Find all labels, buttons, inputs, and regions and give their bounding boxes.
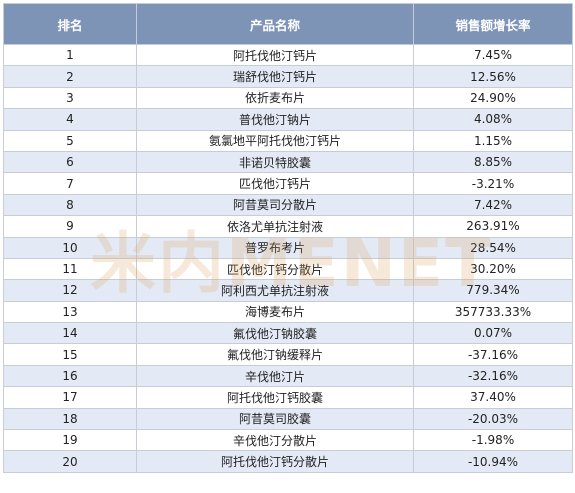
product-name-cell: 阿托伐他汀钙分散片 xyxy=(136,450,414,473)
rank-cell: 1 xyxy=(3,43,137,67)
growth-rate-cell: 37.40% xyxy=(413,386,573,409)
growth-rate-cell: -32.16% xyxy=(413,364,573,388)
product-name-cell: 匹伐他汀钙分散片 xyxy=(136,257,414,281)
rank-cell: 15 xyxy=(3,343,137,366)
sales-growth-table: 排名 产品名称 销售额增长率 1 阿托伐他汀钙片 7.45% 2 瑞舒伐他汀钙片 12.5… xyxy=(3,3,573,473)
product-name-cell: 阿利西尤单抗注射液 xyxy=(136,279,414,302)
product-name-cell: 氟伐他汀钠缓释片 xyxy=(136,343,414,366)
growth-rate-cell: 7.42% xyxy=(413,193,573,217)
growth-rate-cell: 7.45% xyxy=(413,43,573,67)
table-row: 17 阿托伐他汀钙胶囊 37.40% xyxy=(3,386,573,409)
product-name-cell: 阿托伐他汀钙片 xyxy=(136,43,414,67)
table-row: 4 普伐他汀钠片 4.08% xyxy=(3,108,573,131)
growth-rate-cell: 357733.33% xyxy=(413,300,573,324)
table-row: 1 阿托伐他汀钙片 7.45% xyxy=(3,43,573,67)
product-name-cell: 阿昔莫司胶囊 xyxy=(136,407,414,431)
product-name-cell: 辛伐他汀分散片 xyxy=(136,429,414,452)
product-name-cell: 普伐他汀钠片 xyxy=(136,108,414,131)
product-name-cell: 辛伐他汀片 xyxy=(136,364,414,388)
table-row: 19 辛伐他汀分散片 -1.98% xyxy=(3,429,573,452)
rank-cell: 20 xyxy=(3,450,137,473)
header-rank: 排名 xyxy=(3,3,137,45)
product-name-cell: 氟伐他汀钠胶囊 xyxy=(136,322,414,345)
product-name-cell: 依折麦布片 xyxy=(136,86,414,110)
growth-rate-cell: -37.16% xyxy=(413,343,573,366)
table-header: 排名 产品名称 销售额增长率 xyxy=(3,3,573,45)
growth-rate-cell: -20.03% xyxy=(413,407,573,431)
rank-cell: 7 xyxy=(3,172,137,195)
growth-rate-cell: 779.34% xyxy=(413,279,573,302)
growth-rate-cell: 1.15% xyxy=(413,129,573,152)
growth-rate-cell: 0.07% xyxy=(413,322,573,345)
growth-rate-cell: 12.56% xyxy=(413,65,573,88)
product-name-cell: 匹伐他汀钙片 xyxy=(136,172,414,195)
growth-rate-cell: 263.91% xyxy=(413,215,573,238)
table-row: 20 阿托伐他汀钙分散片 -10.94% xyxy=(3,450,573,473)
table-row: 13 海博麦布片 357733.33% xyxy=(3,300,573,324)
rank-cell: 8 xyxy=(3,193,137,217)
product-name-cell: 依洛尤单抗注射液 xyxy=(136,215,414,238)
table-row: 8 阿昔莫司分散片 7.42% xyxy=(3,193,573,217)
product-name-cell: 海博麦布片 xyxy=(136,300,414,324)
table-row: 10 普罗布考片 28.54% xyxy=(3,236,573,259)
rank-cell: 2 xyxy=(3,65,137,88)
rank-cell: 9 xyxy=(3,215,137,238)
table-row: 15 氟伐他汀钠缓释片 -37.16% xyxy=(3,343,573,366)
rank-cell: 10 xyxy=(3,236,137,259)
product-name-cell: 氨氯地平阿托伐他汀钙片 xyxy=(136,129,414,152)
product-name-cell: 普罗布考片 xyxy=(136,236,414,259)
rank-cell: 6 xyxy=(3,150,137,174)
table-row: 14 氟伐他汀钠胶囊 0.07% xyxy=(3,322,573,345)
table-row: 2 瑞舒伐他汀钙片 12.56% xyxy=(3,65,573,88)
rank-cell: 18 xyxy=(3,407,137,431)
table-row: 3 依折麦布片 24.90% xyxy=(3,86,573,110)
product-name-cell: 瑞舒伐他汀钙片 xyxy=(136,65,414,88)
table-row: 11 匹伐他汀钙分散片 30.20% xyxy=(3,257,573,281)
rank-cell: 3 xyxy=(3,86,137,110)
rank-cell: 12 xyxy=(3,279,137,302)
growth-rate-cell: -10.94% xyxy=(413,450,573,473)
table-row: 16 辛伐他汀片 -32.16% xyxy=(3,364,573,388)
header-growth-rate: 销售额增长率 xyxy=(413,3,573,45)
table-row: 9 依洛尤单抗注射液 263.91% xyxy=(3,215,573,238)
growth-rate-cell: 8.85% xyxy=(413,150,573,174)
rank-cell: 16 xyxy=(3,364,137,388)
growth-rate-cell: 30.20% xyxy=(413,257,573,281)
growth-rate-cell: -3.21% xyxy=(413,172,573,195)
table-body: 1 阿托伐他汀钙片 7.45% 2 瑞舒伐他汀钙片 12.56% 3 依折麦布片 24.90% 4… xyxy=(3,43,573,473)
rank-cell: 5 xyxy=(3,129,137,152)
table-row: 5 氨氯地平阿托伐他汀钙片 1.15% xyxy=(3,129,573,152)
product-name-cell: 阿昔莫司分散片 xyxy=(136,193,414,217)
ranking-table-container: 排名 产品名称 销售额增长率 1 阿托伐他汀钙片 7.45% 2 瑞舒伐他汀钙片 12.5… xyxy=(3,3,573,473)
header-product-name: 产品名称 xyxy=(136,3,414,45)
growth-rate-cell: -1.98% xyxy=(413,429,573,452)
growth-rate-cell: 28.54% xyxy=(413,236,573,259)
rank-cell: 13 xyxy=(3,300,137,324)
table-row: 18 阿昔莫司胶囊 -20.03% xyxy=(3,407,573,431)
product-name-cell: 非诺贝特胶囊 xyxy=(136,150,414,174)
table-row: 12 阿利西尤单抗注射液 779.34% xyxy=(3,279,573,302)
header-row: 排名 产品名称 销售额增长率 xyxy=(3,3,573,45)
table-row: 7 匹伐他汀钙片 -3.21% xyxy=(3,172,573,195)
growth-rate-cell: 24.90% xyxy=(413,86,573,110)
rank-cell: 11 xyxy=(3,257,137,281)
rank-cell: 4 xyxy=(3,108,137,131)
growth-rate-cell: 4.08% xyxy=(413,108,573,131)
rank-cell: 14 xyxy=(3,322,137,345)
product-name-cell: 阿托伐他汀钙胶囊 xyxy=(136,386,414,409)
rank-cell: 17 xyxy=(3,386,137,409)
rank-cell: 19 xyxy=(3,429,137,452)
table-row: 6 非诺贝特胶囊 8.85% xyxy=(3,150,573,174)
